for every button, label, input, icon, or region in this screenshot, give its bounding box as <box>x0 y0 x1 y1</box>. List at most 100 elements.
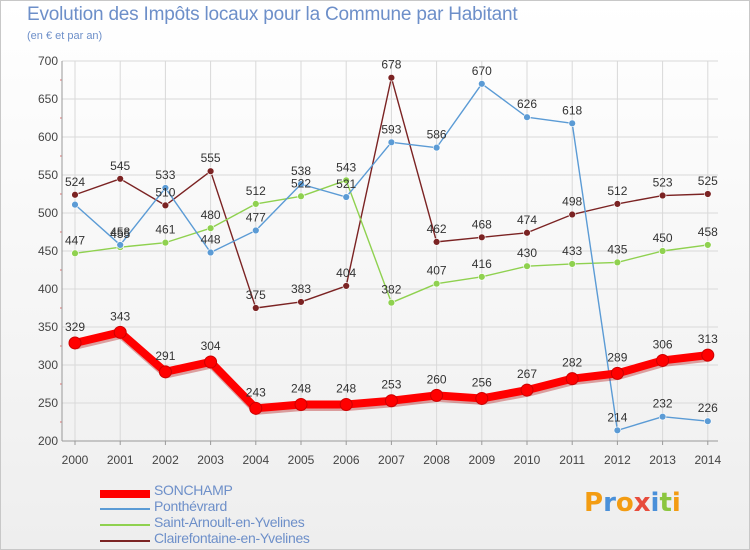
data-point-ponth-vrard <box>704 417 712 425</box>
data-label-sonchamp: 260 <box>427 372 447 386</box>
data-label-sonchamp: 329 <box>65 320 85 334</box>
data-label-ponth-vrard: 593 <box>381 122 401 136</box>
data-point-clairefontaine-en-yvelines <box>116 175 124 183</box>
data-point-sonchamp <box>384 394 398 408</box>
data-label-sonchamp: 248 <box>336 382 356 396</box>
y-tick-label: 600 <box>38 130 58 144</box>
logo-letter: o <box>615 488 634 518</box>
data-point-saint-arnoult-en-yvelines <box>478 273 486 281</box>
data-label-clairefontaine-en-yvelines: 512 <box>607 184 627 198</box>
x-tick-label: 2007 <box>378 453 405 467</box>
logo-letter: i <box>671 488 681 518</box>
data-label-sonchamp: 291 <box>155 349 175 363</box>
y-tick-label: 550 <box>38 168 58 182</box>
data-point-saint-arnoult-en-yvelines <box>161 238 170 247</box>
data-point-sonchamp <box>656 353 670 367</box>
data-point-sonchamp <box>113 325 127 339</box>
y-tick-label: 400 <box>38 282 58 296</box>
data-point-sonchamp <box>339 398 353 412</box>
data-point-sonchamp <box>610 366 624 380</box>
y-tick-label: 200 <box>38 434 58 448</box>
data-point-sonchamp <box>475 391 489 405</box>
logo-letter: P <box>584 488 604 518</box>
data-point-saint-arnoult-en-yvelines <box>297 192 305 200</box>
data-label-ponth-vrard: 670 <box>472 64 492 78</box>
data-label-clairefontaine-en-yvelines: 510 <box>155 185 175 199</box>
data-point-clairefontaine-en-yvelines <box>161 201 170 210</box>
data-label-ponth-vrard: 538 <box>291 164 311 178</box>
data-label-ponth-vrard: 214 <box>607 410 627 424</box>
x-tick-label: 2009 <box>468 453 495 467</box>
data-point-ponth-vrard <box>387 138 396 147</box>
data-label-clairefontaine-en-yvelines: 525 <box>698 174 718 188</box>
data-label-saint-arnoult-en-yvelines: 433 <box>562 244 582 258</box>
data-label-sonchamp: 256 <box>472 375 492 389</box>
data-label-sonchamp: 248 <box>291 382 311 396</box>
data-label-ponth-vrard: 618 <box>562 103 582 117</box>
x-tick-label: 2014 <box>694 453 721 467</box>
data-point-sonchamp <box>68 336 82 350</box>
y-tick-label: 700 <box>38 54 58 68</box>
x-tick-label: 2002 <box>152 453 179 467</box>
x-tick-label: 2011 <box>559 453 585 467</box>
chart-subtitle: (en € et par an) <box>27 30 103 42</box>
data-label-saint-arnoult-en-yvelines: 480 <box>201 208 221 222</box>
legend-label-ponthevrard: Ponthévrard <box>154 498 227 514</box>
data-point-clairefontaine-en-yvelines <box>478 233 486 242</box>
data-label-sonchamp: 243 <box>246 385 266 399</box>
data-point-saint-arnoult-en-yvelines <box>613 258 622 267</box>
data-label-ponth-vrard: 226 <box>698 401 718 415</box>
y-tick-label: 250 <box>38 396 58 410</box>
data-label-sonchamp: 282 <box>562 356 582 370</box>
legend-swatch-saint-arnoult <box>100 524 150 526</box>
data-point-ponth-vrard <box>613 426 622 435</box>
data-point-clairefontaine-en-yvelines <box>523 229 531 237</box>
data-label-saint-arnoult-en-yvelines: 435 <box>607 242 627 256</box>
x-tick-label: 2012 <box>604 453 631 467</box>
data-label-clairefontaine-en-yvelines: 474 <box>517 213 537 227</box>
data-point-saint-arnoult-en-yvelines <box>523 262 531 270</box>
data-point-clairefontaine-en-yvelines <box>658 191 667 200</box>
data-label-saint-arnoult-en-yvelines: 458 <box>698 225 718 239</box>
data-point-saint-arnoult-en-yvelines <box>71 249 79 257</box>
data-point-sonchamp <box>430 388 444 402</box>
data-label-saint-arnoult-en-yvelines: 461 <box>155 223 175 237</box>
data-label-clairefontaine-en-yvelines: 375 <box>246 288 266 302</box>
data-point-sonchamp <box>520 383 534 397</box>
logo-letter: x <box>633 488 651 518</box>
y-tick-label: 650 <box>38 92 58 106</box>
data-point-saint-arnoult-en-yvelines <box>206 224 215 232</box>
x-tick-label: 2013 <box>649 453 676 467</box>
data-label-clairefontaine-en-yvelines: 468 <box>472 217 492 231</box>
data-label-clairefontaine-en-yvelines: 404 <box>336 266 356 280</box>
data-label-clairefontaine-en-yvelines: 555 <box>201 151 221 165</box>
data-label-saint-arnoult-en-yvelines: 382 <box>381 283 401 297</box>
data-point-clairefontaine-en-yvelines <box>704 190 712 198</box>
data-point-sonchamp <box>565 372 579 386</box>
chart-title: Evolution des Impôts locaux pour la Comm… <box>27 4 518 25</box>
x-tick-label: 2005 <box>288 453 315 467</box>
data-point-clairefontaine-en-yvelines <box>432 238 441 246</box>
data-label-sonchamp: 289 <box>607 350 627 364</box>
data-point-ponth-vrard <box>658 412 667 421</box>
data-label-clairefontaine-en-yvelines: 678 <box>381 58 401 72</box>
legend-label-saint-arnoult: Saint-Arnoult-en-Yvelines <box>154 514 305 530</box>
data-point-sonchamp <box>701 348 715 362</box>
data-point-sonchamp <box>249 401 263 415</box>
data-point-saint-arnoult-en-yvelines <box>342 176 350 185</box>
data-point-saint-arnoult-en-yvelines <box>568 260 576 268</box>
legend-swatch-sonchamp <box>100 490 150 498</box>
y-tick-label: 450 <box>38 244 58 258</box>
data-label-clairefontaine-en-yvelines: 524 <box>65 175 85 189</box>
data-label-saint-arnoult-en-yvelines: 430 <box>517 246 537 260</box>
data-point-clairefontaine-en-yvelines <box>387 74 396 82</box>
data-point-ponth-vrard <box>568 119 576 128</box>
data-point-sonchamp <box>204 355 218 369</box>
data-point-ponth-vrard <box>523 113 531 121</box>
data-label-ponth-vrard: 521 <box>336 177 356 191</box>
legend-label-sonchamp: SONCHAMP <box>154 482 233 498</box>
data-point-saint-arnoult-en-yvelines <box>252 200 260 208</box>
data-label-ponth-vrard: 626 <box>517 97 537 111</box>
x-tick-label: 2001 <box>107 453 134 467</box>
